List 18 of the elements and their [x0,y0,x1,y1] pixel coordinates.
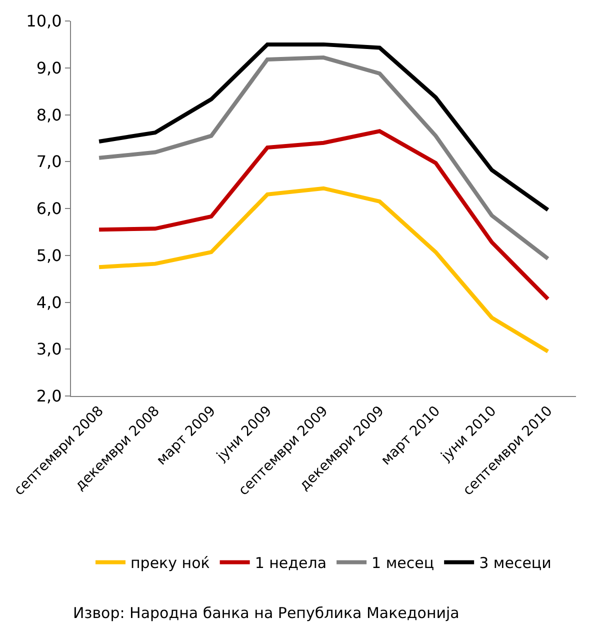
y-tick-label: 8,0 [36,105,62,124]
y-tick-label: 3,0 [36,340,62,359]
y-tick-label: 9,0 [36,58,62,78]
line-series [97,129,550,301]
legend-label: 1 месец [372,554,434,572]
y-tick-label: 4,0 [36,292,62,312]
legend-label: 1 недела [254,554,327,572]
line-series [97,56,550,261]
text: Извор: Народна банка на Република Македонија [73,604,460,622]
line-series [97,42,550,212]
line-series [97,186,550,354]
y-tick-label: 2,0 [36,386,62,406]
y-tick-label: 6,0 [36,199,62,218]
legend-label: 3 месеци [479,554,552,572]
y-tick-label: 5,0 [36,246,62,265]
legend-label: преку ноќ [130,554,210,572]
y-tick-label: 7,0 [36,152,62,172]
y-tick-label: 10,0 [26,12,62,31]
